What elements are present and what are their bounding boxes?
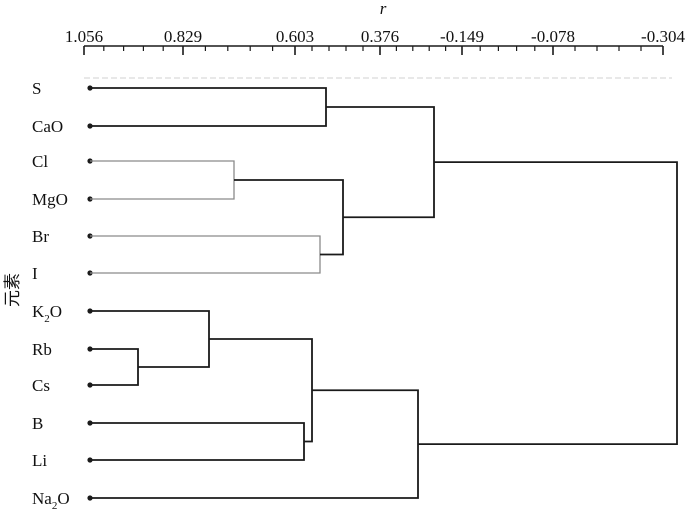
link-root — [418, 161, 678, 446]
tick-label: 0.376 — [361, 27, 399, 46]
leaf-label-main: I — [32, 264, 38, 283]
leaf-label-subscript: 2 — [44, 313, 50, 325]
leaf-label-tail: O — [57, 489, 69, 508]
tick-labels: 1.056 0.829 0.603 0.376 -0.149 -0.078 -0.304 — [65, 27, 686, 46]
leaf-label: I — [32, 264, 38, 283]
leaf-label: Br — [32, 227, 49, 246]
leaf-label: Li — [32, 451, 47, 470]
link-cl-mgo — [90, 160, 235, 200]
axis-title: r — [380, 0, 387, 18]
leaf-label-main: Li — [32, 451, 47, 470]
tick-label: -0.078 — [531, 27, 575, 46]
leaf-label: Na2O — [32, 489, 70, 512]
leaf-label: K2O — [32, 302, 62, 325]
link-lower-group — [209, 338, 313, 443]
leaf-label-main: S — [32, 79, 41, 98]
leaf-label-main: Rb — [32, 340, 52, 359]
top-axis — [83, 45, 672, 79]
leaf-label: Cl — [32, 152, 48, 171]
link-rb-cs — [90, 348, 139, 386]
tick-label: 1.056 — [65, 27, 103, 46]
leaf-label: B — [32, 414, 43, 433]
link-lower-cluster — [90, 389, 419, 499]
tick-label: -0.304 — [641, 27, 685, 46]
leaf-label: Rb — [32, 340, 52, 359]
leaf-label-main: CaO — [32, 117, 63, 136]
leaf-label-main: Cl — [32, 152, 48, 171]
leaf-label-main: Na — [32, 489, 52, 508]
leaf-label: MgO — [32, 190, 68, 209]
leaf-label-main: MgO — [32, 190, 68, 209]
tick-label: -0.149 — [440, 27, 484, 46]
leaf-label: S — [32, 79, 41, 98]
tick-label: 0.603 — [276, 27, 314, 46]
link-s-cao — [90, 87, 327, 127]
link-br-i — [90, 235, 321, 274]
leaf-label-main: K — [32, 302, 45, 321]
dendrogram-tree — [87, 85, 678, 501]
leaf-label-subscript: 2 — [52, 500, 58, 512]
leaf-label-main: Cs — [32, 376, 50, 395]
leaf-label-main: B — [32, 414, 43, 433]
link-cl-br-group — [234, 179, 344, 256]
leaf-label-main: Br — [32, 227, 49, 246]
link-b-li — [90, 422, 305, 461]
leaf-label-tail: O — [50, 302, 62, 321]
tick-label: 0.829 — [164, 27, 202, 46]
leaf-label: CaO — [32, 117, 63, 136]
leaf-label: Cs — [32, 376, 50, 395]
y-axis-label: 元素 — [3, 273, 22, 307]
link-k2o-rbcs — [90, 310, 210, 368]
